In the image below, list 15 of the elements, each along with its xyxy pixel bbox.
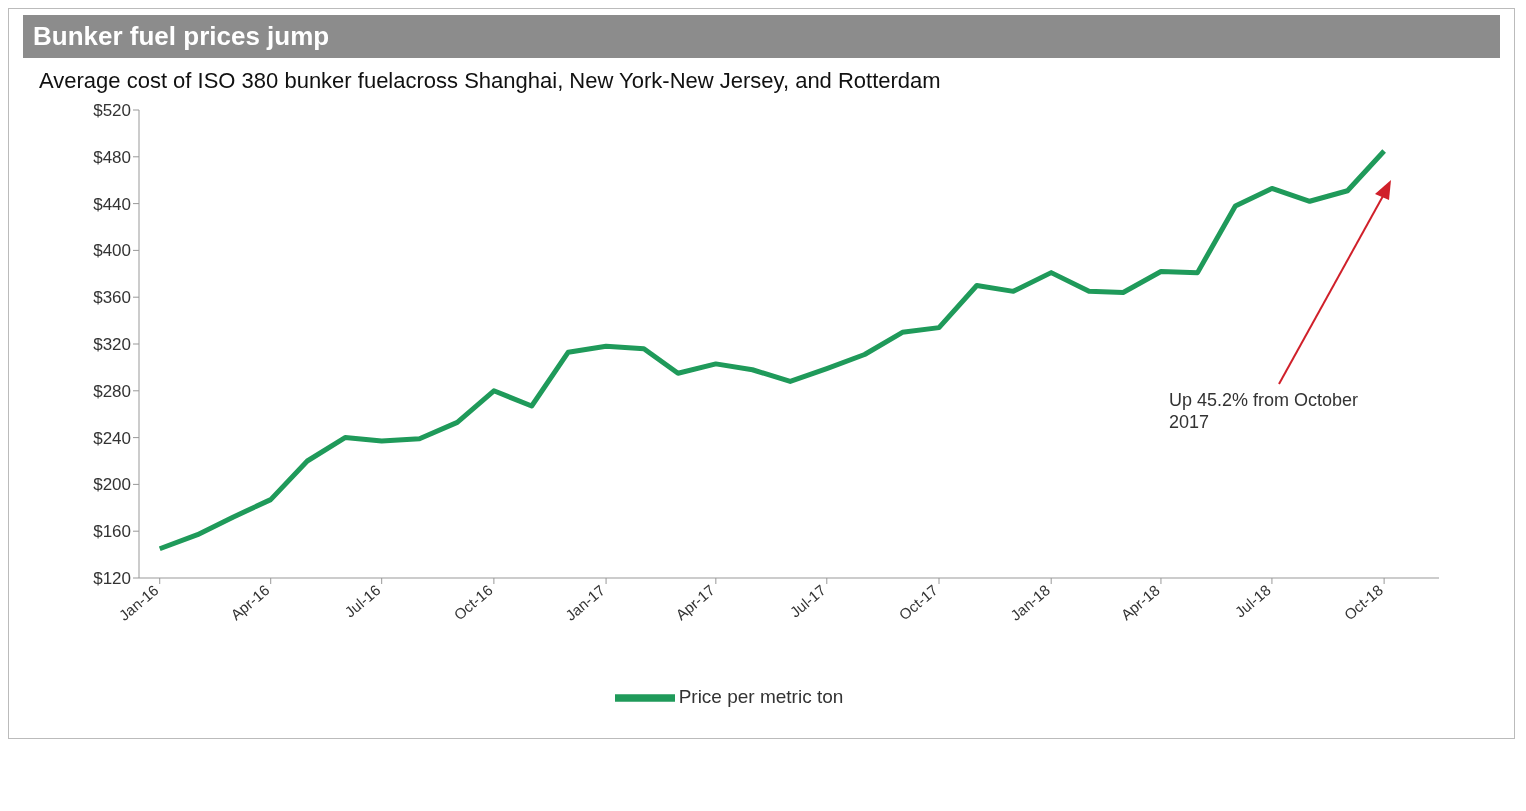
annotation: Up 45.2% from October 2017: [1169, 389, 1359, 433]
y-tick-label: $400: [93, 241, 131, 261]
y-tick-label: $280: [93, 381, 131, 401]
y-tick-label: $320: [93, 335, 131, 355]
y-tick-label: $160: [93, 522, 131, 542]
chart-title: Bunker fuel prices jump: [23, 15, 1500, 58]
y-tick-label: $360: [93, 288, 131, 308]
y-tick-label: $440: [93, 194, 131, 214]
legend-label: Price per metric ton: [678, 686, 844, 708]
y-tick-label: $240: [93, 428, 131, 448]
y-tick-label: $120: [93, 569, 131, 589]
y-tick-label: $480: [93, 147, 131, 167]
y-tick-label: $200: [93, 475, 131, 495]
y-tick-label: $520: [93, 101, 131, 121]
chart-subtitle: Average cost of ISO 380 bunker fuelacross Shanghai, New York-New Jersey, and Rotterdam: [38, 67, 942, 95]
